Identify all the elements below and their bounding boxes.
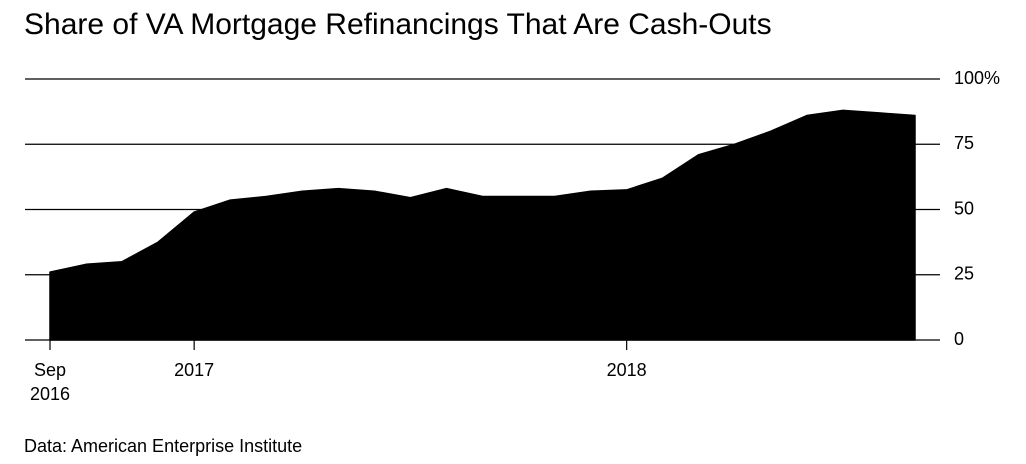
x-tick-label: 2017 [174, 360, 215, 380]
y-tick-label: 50 [954, 198, 974, 218]
y-tick-label: 75 [954, 133, 974, 153]
x-tick-label: 2018 [606, 360, 647, 380]
y-tick-label: 0 [954, 329, 964, 349]
chart-title: Share of VA Mortgage Refinancings That A… [24, 8, 772, 41]
y-tick-label: 25 [954, 264, 974, 284]
area [49, 109, 916, 341]
x-tick-label: Sep 2016 [29, 360, 71, 404]
source-note: Data: American Enterprise Institute [24, 436, 303, 456]
y-tick-label: 100% [954, 68, 1000, 88]
